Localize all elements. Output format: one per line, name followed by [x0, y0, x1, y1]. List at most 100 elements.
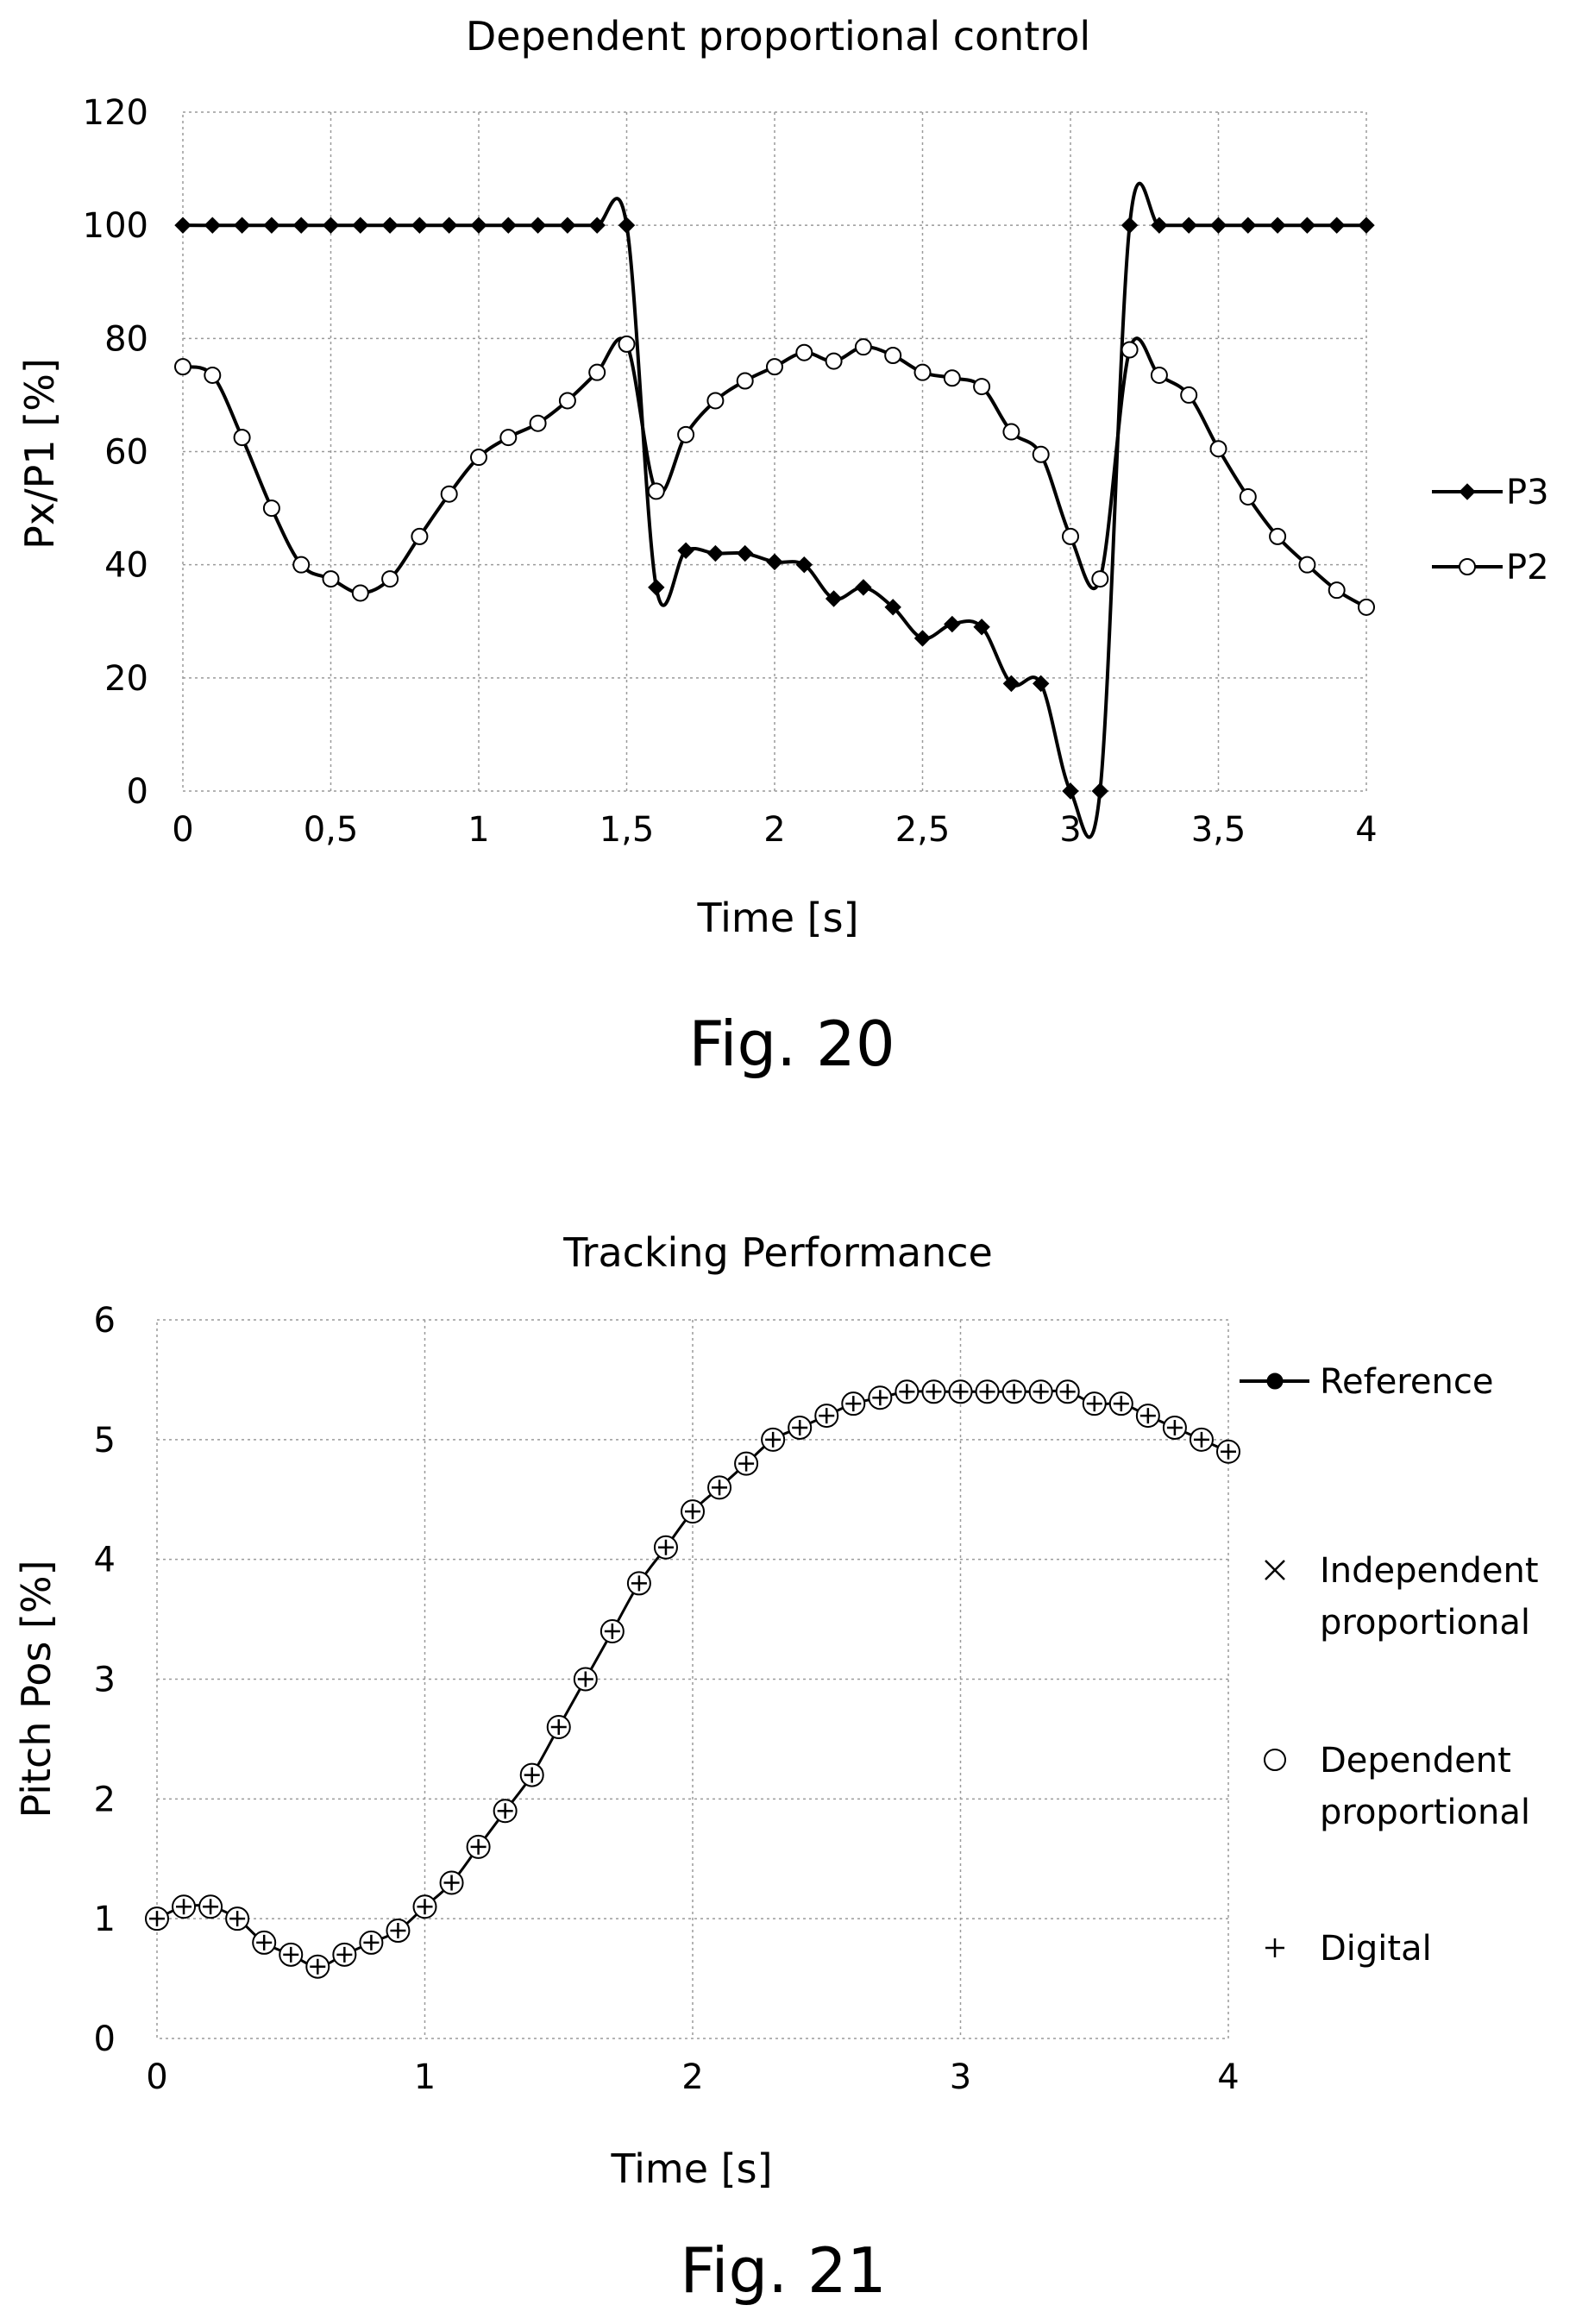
fig21-point-digital: [229, 1911, 246, 1927]
fig20-ytick-label: 120: [83, 93, 148, 133]
fig20-point-p3: [292, 217, 310, 234]
fig20-point-p2: [204, 366, 222, 384]
fig20-point-p3: [944, 615, 961, 633]
fig20-point-p2: [558, 392, 576, 410]
fig20-point-p3: [440, 217, 458, 234]
fig21-point-digital: [443, 1875, 460, 1891]
fig20-point-p3: [204, 217, 222, 234]
fig20-point-p3: [559, 217, 576, 234]
fig20-caption: Fig. 20: [688, 1008, 895, 1080]
fig21-point-digital: [1006, 1384, 1022, 1400]
fig20-point-p3: [1121, 217, 1139, 234]
fig20-point-p2: [262, 499, 280, 518]
fig21-point-digital: [1221, 1443, 1236, 1460]
fig20-point-p2: [322, 570, 340, 588]
fig21-legend-label: Dependent: [1320, 1741, 1511, 1781]
fig21-point-digital: [979, 1384, 995, 1400]
fig20-point-p2: [440, 485, 458, 503]
fig21-point-digital: [845, 1396, 862, 1412]
fig20-point-p2: [292, 556, 311, 574]
fig21-legend-label: proportional: [1320, 1793, 1530, 1832]
fig20-point-p2: [1180, 386, 1198, 404]
fig20-xtick-label: 1: [468, 810, 489, 850]
fig21-point-digital: [899, 1384, 915, 1400]
fig21-ytick-label: 5: [94, 1421, 116, 1460]
fig20-point-p2: [1239, 487, 1257, 506]
fig20-series: [174, 181, 1375, 839]
fig20-point-p2: [499, 429, 518, 447]
fig20-point-p2: [1150, 366, 1168, 384]
fig20-xtick-label: 0: [172, 810, 193, 850]
fig21-point-digital: [738, 1455, 755, 1472]
fig20-point-p2: [588, 363, 606, 381]
fig20-point-p2: [618, 335, 636, 353]
fig20-ytick-label: 0: [127, 772, 148, 812]
fig21-ytick-label: 0: [94, 2019, 116, 2059]
fig20-point-p2: [1002, 423, 1020, 441]
fig21-point-digital: [926, 1384, 942, 1400]
fig20-point-p2: [647, 482, 665, 500]
fig20-point-p3: [1002, 675, 1020, 693]
fig21-point-digital: [1113, 1396, 1129, 1412]
fig20-ytick-label: 60: [104, 433, 148, 473]
fig20-point-p3: [884, 599, 901, 616]
fig21-point-digital: [524, 1767, 540, 1783]
fig21-xlabel: Time [s]: [610, 2145, 772, 2192]
fig20-point-p3: [1062, 782, 1079, 800]
fig20-point-p2: [706, 392, 725, 410]
fig20-point-p3: [1032, 675, 1050, 693]
fig21-point-digital: [685, 1504, 700, 1520]
fig20-point-p2: [825, 352, 843, 370]
fig20-point-p3: [411, 217, 429, 234]
fig20-point-p2: [381, 570, 399, 588]
fig20-point-p2: [1062, 527, 1079, 545]
fig20-legend-marker: [1459, 558, 1476, 575]
fig21-caption: Fig. 21: [680, 2234, 886, 2307]
fig20-point-p3: [499, 217, 518, 234]
fig20-point-p2: [677, 425, 695, 443]
fig21-point-digital: [657, 1539, 674, 1555]
fig20-point-p3: [322, 217, 340, 234]
fig20-point-p2: [411, 527, 429, 545]
fig20-point-p3: [766, 553, 783, 571]
fig21-xtick-label: 2: [681, 2057, 703, 2097]
fig20-legend-marker: [1459, 483, 1476, 500]
fig20-point-p3: [913, 630, 932, 647]
fig21-point-digital: [363, 1934, 380, 1950]
fig20-ytick-label: 80: [104, 319, 148, 359]
fig21-point-digital: [765, 1431, 782, 1448]
fig21-point-digital: [417, 1899, 433, 1915]
fig20-point-p3: [1328, 217, 1346, 234]
fig21-point-digital: [712, 1479, 728, 1496]
fig21-legend-label: Reference: [1320, 1362, 1493, 1402]
fig20-point-p2: [1328, 581, 1346, 600]
fig20-ytick-label: 100: [83, 206, 148, 246]
fig21-legend-label: Independent: [1320, 1551, 1539, 1591]
fig21-legend-marker: [1265, 1938, 1284, 1957]
fig20-point-p3: [1180, 217, 1197, 234]
fig20-point-p2: [351, 584, 369, 602]
fig21-gridlines: [156, 1319, 1229, 2039]
fig20-point-p2: [973, 378, 991, 396]
fig21-ytick-label: 1: [94, 1900, 116, 1939]
fig21-legend-marker: [1266, 1372, 1284, 1390]
fig20-point-p2: [943, 369, 961, 387]
fig20-point-p3: [706, 544, 725, 562]
fig20-point-p3: [795, 556, 813, 574]
fig20-point-p3: [1298, 217, 1316, 234]
fig20-point-p2: [795, 343, 813, 361]
fig21-ytick-label: 2: [94, 1780, 116, 1819]
fig20-point-p2: [736, 372, 754, 390]
fig21-title: Tracking Performance: [562, 1229, 993, 1276]
fig21-xtick-label: 1: [414, 2057, 436, 2097]
fig20-point-p2: [1358, 598, 1375, 616]
fig20-point-p2: [854, 338, 872, 356]
fig20-point-p3: [618, 217, 636, 234]
fig20-xtick-label: 4: [1355, 810, 1377, 850]
fig20-point-p2: [529, 414, 547, 432]
fig21-point-digital: [336, 1946, 353, 1963]
fig20-ytick-label: 20: [104, 659, 148, 699]
fig20-ylabel: Px/P1 [%]: [16, 358, 63, 550]
fig20-gridlines: [182, 111, 1367, 792]
